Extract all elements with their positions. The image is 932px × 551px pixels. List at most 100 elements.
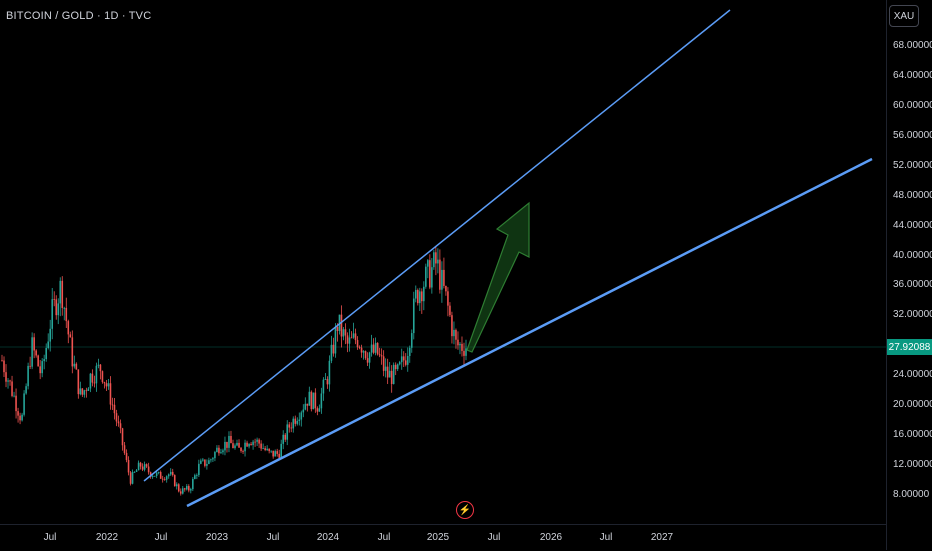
candle-body [368, 352, 371, 363]
price-label: 36.00000 [893, 279, 932, 291]
candle-body [451, 315, 453, 337]
time-label: 2024 [316, 532, 340, 543]
candle-body [419, 291, 421, 304]
candle-body [200, 460, 202, 464]
candle-body [204, 459, 206, 466]
candle-body [308, 391, 311, 406]
candle-body [67, 321, 70, 335]
candle-body [21, 414, 23, 421]
green-up-arrow[interactable] [466, 201, 530, 353]
candle-body [3, 360, 5, 373]
candle-body [159, 472, 162, 479]
candle-body [141, 466, 144, 470]
candle-body [33, 337, 35, 351]
candle-body [433, 252, 435, 268]
candle-body [246, 442, 248, 447]
upper-trendline[interactable] [143, 9, 731, 482]
price-label: 20.00000 [893, 399, 932, 411]
candle-body [346, 335, 349, 344]
candle-body [91, 373, 94, 383]
candle-body [95, 365, 98, 384]
time-label: 2027 [650, 532, 674, 543]
candle-body [83, 390, 86, 395]
candle-body [423, 286, 425, 302]
candle-body [127, 459, 130, 473]
candle-body [230, 435, 232, 444]
candle-body [449, 305, 451, 316]
candle-body [192, 478, 194, 490]
candle-body [35, 350, 37, 356]
candle-body [151, 475, 154, 477]
price-label: 68.00000 [893, 40, 932, 51]
candle-body [11, 381, 13, 396]
candle-body [202, 459, 204, 461]
candle-body [23, 393, 25, 415]
candle-body [155, 472, 158, 476]
candle-body [408, 347, 411, 357]
candle-body [240, 447, 242, 451]
candle-body [318, 408, 321, 412]
candle-body [256, 439, 258, 442]
candle-body [37, 355, 39, 367]
candle-body [294, 418, 297, 424]
candle-body [220, 452, 222, 454]
chart-title: BITCOIN / GOLD · 1D · TVC [6, 10, 152, 22]
candle-body [43, 359, 45, 362]
candle-body [157, 472, 160, 473]
candle-body [392, 364, 395, 384]
candle-body [356, 340, 359, 348]
candle-body [49, 328, 52, 342]
candle-body [45, 347, 47, 360]
time-label: Jul [599, 532, 613, 543]
time-axis[interactable] [0, 524, 886, 551]
candle-body [57, 303, 60, 316]
candle-body [326, 379, 329, 385]
time-label: Jul [43, 532, 57, 543]
candle-body [342, 329, 345, 337]
candle-body [216, 447, 218, 452]
candle-body [105, 383, 108, 387]
candle-body [276, 451, 278, 454]
candle-body [447, 291, 449, 306]
candle-body [161, 478, 164, 480]
candle-body [292, 418, 295, 429]
candle-body [302, 409, 305, 413]
candle-body [208, 460, 210, 464]
candle-body [348, 337, 351, 344]
candle-body [314, 392, 317, 409]
candle-body [125, 452, 128, 460]
candle-body [75, 363, 78, 370]
candle-body [441, 269, 443, 290]
candle-body [77, 369, 80, 395]
candle-body [163, 479, 166, 481]
candle-body [183, 488, 186, 490]
candle-body [61, 280, 64, 308]
price-label: 32.00000 [893, 309, 932, 321]
candle-body [93, 382, 96, 384]
candle-body [238, 442, 240, 448]
flash-icon[interactable]: ⚡ [456, 501, 474, 519]
unit-button[interactable]: XAU [889, 5, 919, 27]
candle-body [113, 404, 116, 414]
candle-body [296, 420, 299, 424]
candle-body [376, 342, 379, 355]
candle-body [185, 486, 188, 490]
candle-body [431, 267, 433, 288]
candle-body [338, 314, 341, 331]
candle-body [278, 453, 280, 458]
candle-body [358, 347, 361, 348]
price-label: 24.00000 [893, 369, 932, 381]
candle-body [59, 280, 62, 304]
lower-trendline[interactable] [186, 157, 873, 508]
candle-body [99, 364, 102, 372]
candle-body [270, 450, 272, 452]
candle-body [312, 392, 315, 410]
candle-body [457, 339, 459, 346]
candle-body [344, 329, 347, 336]
price-axis[interactable] [886, 0, 932, 550]
candle-body [282, 434, 285, 444]
candle-body [173, 475, 176, 487]
candle-body [306, 403, 309, 406]
candle-body [268, 448, 270, 452]
